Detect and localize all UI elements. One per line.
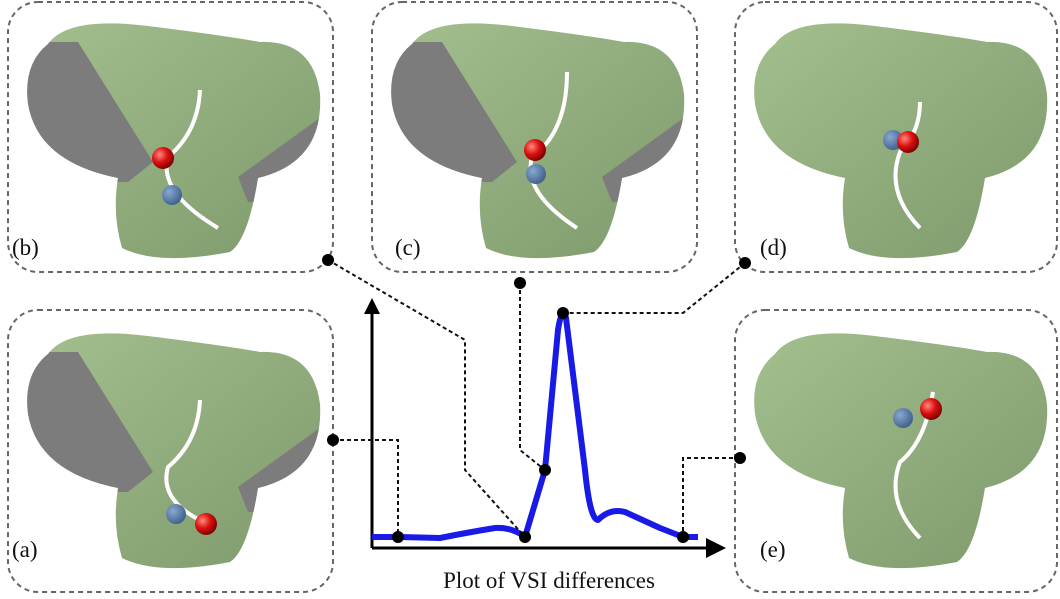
plot-caption: Plot of VSI differences xyxy=(443,568,655,593)
panel-label: (b) xyxy=(12,235,39,260)
panel-label: (d) xyxy=(760,235,787,260)
panel-label: (a) xyxy=(12,537,38,562)
render-e xyxy=(754,333,1047,568)
render-d xyxy=(754,23,1047,258)
render-b xyxy=(8,23,338,258)
panel-label: (e) xyxy=(760,537,786,562)
plot xyxy=(364,298,726,558)
figure: (b) (c) (d) (a) (e) Plot of VSI differen… xyxy=(0,0,1060,599)
render-a xyxy=(8,333,338,568)
render-c xyxy=(372,23,702,258)
panel-label: (c) xyxy=(395,235,421,260)
